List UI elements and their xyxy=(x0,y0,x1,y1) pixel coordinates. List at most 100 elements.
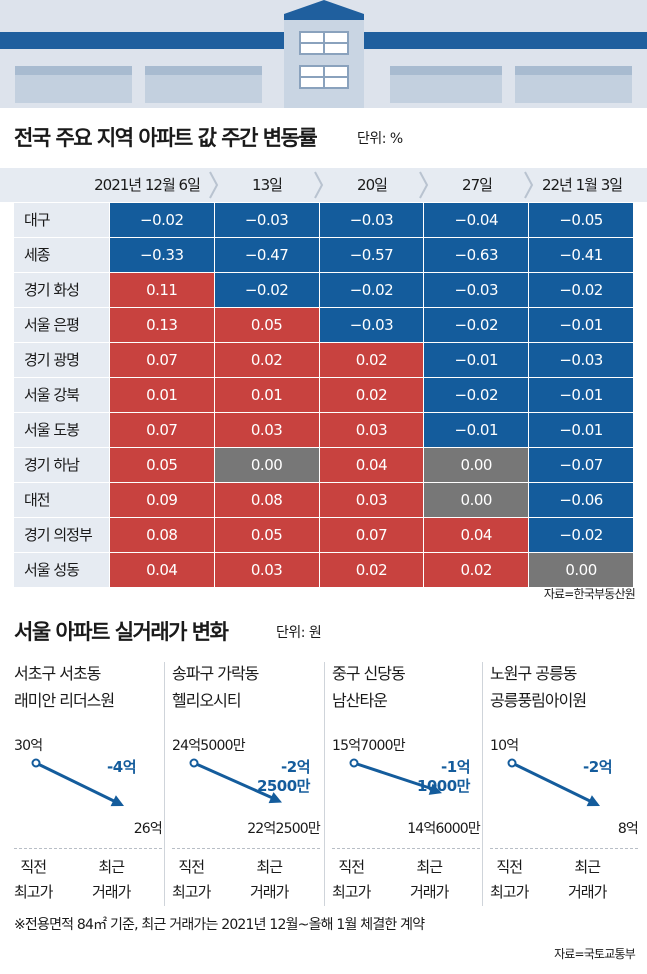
axis-label-previous-high: 직전 최고가 xyxy=(172,855,211,905)
region-name: 경기 의정부 xyxy=(14,518,109,552)
price-drop-line xyxy=(349,758,442,795)
axis-baseline xyxy=(490,848,638,849)
week-divider-chevron xyxy=(209,171,219,199)
change-cell: −0.01 xyxy=(529,413,633,447)
change-cell: 0.03 xyxy=(319,483,424,517)
price-change-line: -2억 xyxy=(281,758,310,776)
panel-divider xyxy=(324,662,325,906)
table-row: 세종 −0.33 −0.47 −0.57 −0.63 −0.41 xyxy=(14,238,633,272)
complex-name: 공릉풍림아이원 xyxy=(490,691,587,710)
change-cell: 0.04 xyxy=(319,448,424,482)
axis-label-line: 직전 xyxy=(178,858,205,876)
start-point xyxy=(189,758,199,768)
change-cell: −0.02 xyxy=(424,378,529,412)
axis-baseline xyxy=(332,848,480,849)
change-cell: −0.03 xyxy=(319,203,424,237)
table-row: 경기 하남 0.05 0.00 0.04 0.00 −0.07 xyxy=(14,448,633,482)
region-name: 서울 도봉 xyxy=(14,413,109,447)
trend-line xyxy=(35,761,119,805)
axis-label-line: 직전 xyxy=(20,858,47,876)
axis-label-line: 최고가 xyxy=(490,883,529,901)
change-cell: 0.04 xyxy=(109,553,214,587)
change-cell: 0.01 xyxy=(214,378,319,412)
axis-label-line: 최고가 xyxy=(332,883,371,901)
building-illustration xyxy=(0,0,647,108)
change-cell: 0.04 xyxy=(424,518,529,552)
table-row: 대전 0.09 0.08 0.03 0.00 −0.06 xyxy=(14,483,633,517)
change-cell: −0.06 xyxy=(529,483,633,517)
table-row: 서울 강북 0.01 0.01 0.02 −0.02 −0.01 xyxy=(14,378,633,412)
change-cell: 0.00 xyxy=(529,553,633,587)
change-cell: −0.01 xyxy=(424,343,529,377)
change-cell: 0.05 xyxy=(109,448,214,482)
change-cell: −0.04 xyxy=(424,203,529,237)
start-point xyxy=(507,758,517,768)
change-cell: −0.02 xyxy=(424,308,529,342)
change-cell: 0.05 xyxy=(214,518,319,552)
change-cell: −0.02 xyxy=(109,203,214,237)
change-cell: 0.03 xyxy=(214,413,319,447)
price-change-label: -2억 2500만 xyxy=(256,758,311,796)
source-label: 자료=한국부동산원 xyxy=(543,587,636,601)
region-name: 세종 xyxy=(14,238,109,272)
price-panel: 송파구 가락동 헬리오시티 24억5000만 -2억 2500만 22억2500만 직전 최고… xyxy=(172,660,324,910)
change-cell: 0.03 xyxy=(319,413,424,447)
change-cell: 0.01 xyxy=(109,378,214,412)
axis-label-line: 최근 xyxy=(98,858,125,876)
footnote: ※전용면적 84㎡ 기준, 최근 거래가는 2021년 12월~올해 1월 체결… xyxy=(14,917,425,933)
axis-label-line: 직전 xyxy=(496,858,523,876)
change-cell: −0.02 xyxy=(214,273,319,307)
price-panel: 노원구 공릉동 공릉풍림아이원 10억 -2억 8억 직전 최고가 최근 거래가 xyxy=(490,660,642,910)
trend-line xyxy=(353,761,437,792)
arrow-head xyxy=(428,783,442,795)
change-cell: −0.07 xyxy=(529,448,633,482)
price-change-label: -2억 xyxy=(583,758,612,777)
change-cell: 0.07 xyxy=(109,343,214,377)
source-label-2: 자료=국토교통부 xyxy=(554,947,636,961)
week-divider-chevron xyxy=(314,171,324,199)
axis-label-line: 거래가 xyxy=(410,883,449,901)
trend-line xyxy=(511,761,595,805)
change-cell: −0.02 xyxy=(529,273,633,307)
region-name: 대구 xyxy=(14,203,109,237)
axis-baseline xyxy=(14,848,162,849)
axis-label-line: 거래가 xyxy=(250,883,289,901)
week-header: 2021년 12월 6일 13일 20일 27일 22년 1월 3일 xyxy=(0,168,647,202)
change-cell: −0.03 xyxy=(319,308,424,342)
axis-label-recent: 최근 거래가 xyxy=(410,855,449,905)
week-header-dividers xyxy=(209,171,534,199)
change-cell: −0.57 xyxy=(319,238,424,272)
start-point xyxy=(349,758,359,768)
change-cell: 0.11 xyxy=(109,273,214,307)
change-cell: −0.01 xyxy=(529,308,633,342)
change-cell: 0.03 xyxy=(214,553,319,587)
region-name: 경기 하남 xyxy=(14,448,109,482)
change-cell: −0.01 xyxy=(529,378,633,412)
complex-name: 헬리오시티 xyxy=(172,691,242,710)
change-cell: 0.05 xyxy=(214,308,319,342)
table-row: 서울 도봉 0.07 0.03 0.03 −0.01 −0.01 xyxy=(14,413,633,447)
change-cell: −0.03 xyxy=(529,343,633,377)
change-cell: −0.02 xyxy=(529,518,633,552)
change-cell: 0.07 xyxy=(109,413,214,447)
week-label: 27일 xyxy=(462,176,493,194)
price-change-line: 2500만 xyxy=(256,777,311,795)
region-name: 서울 은평 xyxy=(14,308,109,342)
change-cell: −0.05 xyxy=(529,203,633,237)
week-label: 13일 xyxy=(252,176,283,194)
district-name: 서초구 서초동 xyxy=(14,664,101,683)
previous-high-price: 10억 xyxy=(490,738,519,754)
district-name: 송파구 가락동 xyxy=(172,664,259,683)
unit-label: 단위: % xyxy=(357,131,403,147)
arrow-head xyxy=(110,795,124,807)
price-change-line: -2억 xyxy=(583,758,612,776)
axis-label-recent: 최근 거래가 xyxy=(568,855,607,905)
price-drop-line xyxy=(507,758,600,807)
axis-label-line: 직전 xyxy=(338,858,365,876)
week-label: 2021년 12월 6일 xyxy=(94,176,201,194)
axis-label-line: 최근 xyxy=(256,858,283,876)
table-row: 서울 성동 0.04 0.03 0.02 0.02 0.00 xyxy=(14,553,633,587)
panel-divider xyxy=(482,662,483,906)
